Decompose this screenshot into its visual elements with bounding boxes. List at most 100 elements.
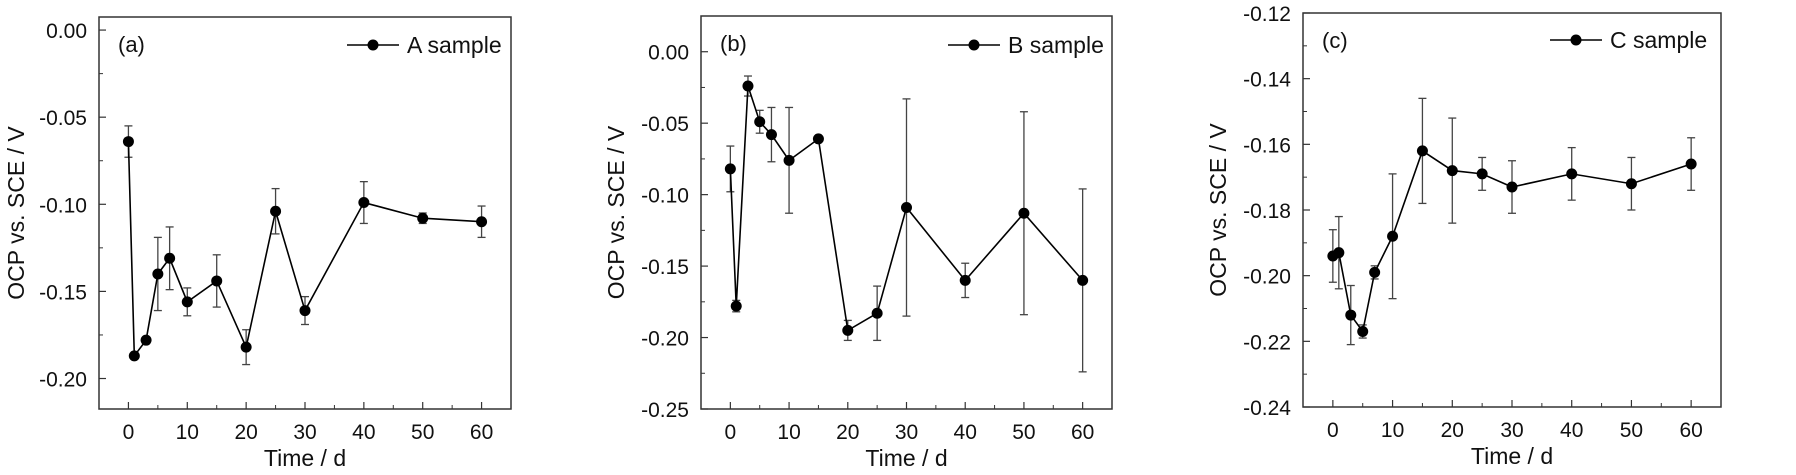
x-tick-label: 50 bbox=[411, 421, 434, 444]
x-tick-label: 60 bbox=[1679, 419, 1702, 442]
data-point bbox=[358, 197, 370, 209]
y-tick-label: -0.15 bbox=[39, 281, 87, 304]
x-axis-title: Time / d bbox=[264, 445, 346, 471]
panel-label: (b) bbox=[720, 31, 747, 56]
data-point bbox=[842, 324, 854, 336]
data-point bbox=[1625, 178, 1637, 190]
x-tick-label: 20 bbox=[836, 421, 859, 444]
x-tick-label: 20 bbox=[234, 421, 257, 444]
data-point bbox=[871, 307, 883, 319]
data-point bbox=[742, 80, 754, 92]
data-point bbox=[152, 268, 164, 280]
legend-label: C sample bbox=[1610, 27, 1707, 53]
data-point bbox=[1357, 325, 1369, 337]
data-point bbox=[1345, 309, 1357, 321]
panel-label: (a) bbox=[118, 32, 145, 57]
legend-marker bbox=[968, 39, 980, 51]
legend-marker bbox=[367, 39, 379, 51]
series-b-sample bbox=[724, 75, 1089, 373]
y-tick-label: -0.22 bbox=[1243, 331, 1291, 354]
data-point bbox=[240, 341, 252, 353]
plot-frame bbox=[98, 16, 512, 410]
y-axis-title: OCP vs. SCE / V bbox=[1205, 123, 1231, 297]
legend-label: A sample bbox=[407, 32, 502, 58]
y-axis-title: OCP vs. SCE / V bbox=[603, 125, 629, 299]
legend: C sample bbox=[1550, 27, 1707, 53]
y-axis-title: OCP vs. SCE / V bbox=[3, 126, 29, 300]
data-point bbox=[1416, 145, 1428, 157]
x-tick-label: 0 bbox=[1327, 419, 1339, 442]
data-point bbox=[181, 296, 193, 308]
x-tick-label: 40 bbox=[352, 421, 375, 444]
y-tick-label: -0.10 bbox=[641, 185, 689, 208]
panel-b: 0 10 20 30 40 50 60 0.00 -0.05 -0.10 -0.15 -0.20 -0.… bbox=[603, 15, 1113, 471]
data-point bbox=[1077, 274, 1089, 286]
data-point bbox=[417, 212, 429, 224]
y-tick-label: -0.20 bbox=[641, 328, 689, 351]
legend: A sample bbox=[347, 32, 502, 58]
data-point bbox=[724, 163, 736, 175]
y-tick-label: -0.05 bbox=[641, 113, 689, 136]
data-point bbox=[1018, 207, 1030, 219]
data-point bbox=[1369, 266, 1381, 278]
x-tick-label: 10 bbox=[1381, 419, 1404, 442]
x-tick-label: 10 bbox=[777, 421, 800, 444]
x-axis-title: Time / d bbox=[865, 445, 947, 471]
panel-label: (c) bbox=[1322, 28, 1348, 53]
legend-marker bbox=[1570, 34, 1582, 46]
data-point bbox=[128, 350, 140, 362]
x-tick-label: 0 bbox=[123, 421, 135, 444]
y-tick-label: -0.14 bbox=[1243, 69, 1291, 92]
data-point bbox=[1446, 165, 1458, 177]
y-tick-label: -0.20 bbox=[39, 369, 87, 392]
x-tick-label: 30 bbox=[1500, 419, 1523, 442]
legend-label: B sample bbox=[1008, 32, 1104, 58]
y-tick-label: 0.00 bbox=[648, 42, 689, 65]
y-tick-label: -0.24 bbox=[1243, 397, 1291, 420]
data-point bbox=[211, 275, 223, 287]
x-tick-label: 40 bbox=[954, 421, 977, 444]
panel-c: 0 10 20 30 40 50 60 -0.12 -0.14 -0.16 -0.18 -0.20 -0… bbox=[1205, 3, 1722, 469]
x-tick-label: 40 bbox=[1560, 419, 1583, 442]
x-tick-label: 60 bbox=[470, 421, 493, 444]
x-tick-label: 20 bbox=[1441, 419, 1464, 442]
data-point bbox=[1506, 181, 1518, 193]
data-point bbox=[901, 201, 912, 213]
data-point bbox=[1566, 168, 1578, 180]
y-tick-label: -0.10 bbox=[39, 194, 87, 217]
data-point bbox=[164, 252, 176, 264]
panel-a: 0 10 20 30 40 50 60 0.00 -0.05 -0.10 -0.15 -0.20 Tim… bbox=[3, 16, 512, 471]
data-point bbox=[1333, 247, 1345, 259]
x-tick-label: 30 bbox=[895, 421, 918, 444]
data-point bbox=[122, 136, 134, 148]
y-tick-label: -0.15 bbox=[641, 256, 689, 279]
y-tick-label: -0.25 bbox=[641, 399, 689, 422]
data-point bbox=[299, 305, 311, 317]
x-tick-label: 0 bbox=[725, 421, 737, 444]
y-tick-label: -0.05 bbox=[39, 107, 87, 130]
y-tick-label: -0.12 bbox=[1243, 3, 1291, 26]
x-tick-label: 50 bbox=[1012, 421, 1035, 444]
data-point bbox=[1476, 168, 1488, 180]
data-point bbox=[140, 334, 152, 346]
y-tick-label: -0.18 bbox=[1243, 200, 1291, 223]
y-tick-label: -0.16 bbox=[1243, 134, 1291, 157]
data-point bbox=[270, 205, 282, 217]
data-point bbox=[812, 133, 824, 145]
data-point bbox=[476, 216, 488, 228]
data-point bbox=[1685, 158, 1697, 170]
legend: B sample bbox=[948, 32, 1104, 58]
y-tick-label: -0.20 bbox=[1243, 266, 1291, 289]
series-a-sample bbox=[122, 125, 488, 366]
data-point bbox=[754, 116, 766, 128]
x-tick-label: 30 bbox=[293, 421, 316, 444]
x-axis-title: Time / d bbox=[1471, 443, 1553, 469]
data-point bbox=[783, 154, 795, 166]
series-c-sample bbox=[1327, 97, 1697, 346]
data-point bbox=[959, 274, 971, 286]
data-point bbox=[730, 300, 742, 312]
y-tick-label: 0.00 bbox=[46, 20, 87, 43]
data-point bbox=[1387, 230, 1399, 242]
x-tick-label: 50 bbox=[1620, 419, 1643, 442]
